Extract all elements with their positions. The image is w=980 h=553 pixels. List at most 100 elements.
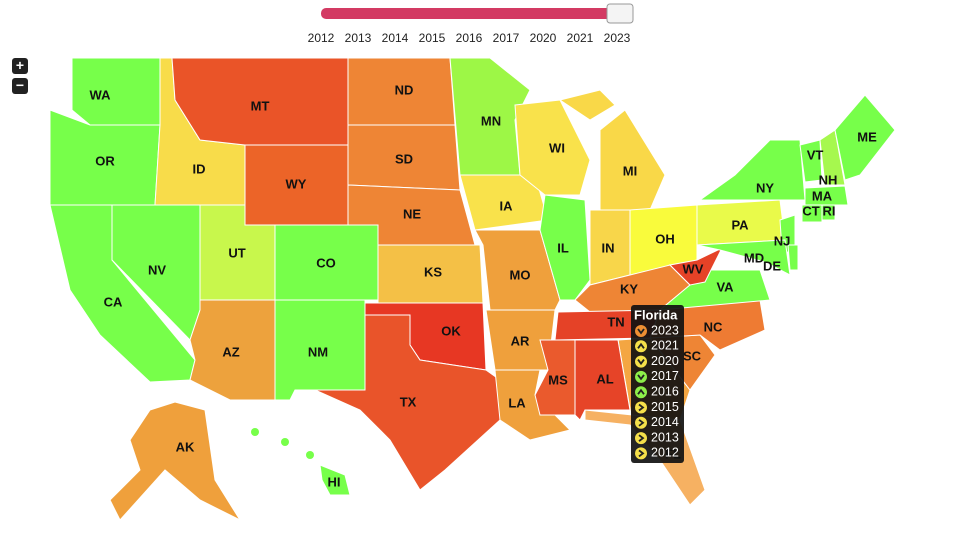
state-label: OK — [441, 323, 461, 338]
state-label: MT — [251, 98, 270, 113]
state-label: KY — [620, 281, 638, 296]
slider-year: 2017 — [493, 31, 520, 45]
state-label: IA — [500, 198, 514, 213]
trend-icon — [635, 370, 647, 383]
state — [251, 428, 259, 436]
slider-year: 2023 — [604, 31, 631, 45]
zoom-out[interactable]: − — [12, 78, 28, 94]
state[interactable] — [698, 139, 806, 201]
state[interactable] — [109, 401, 242, 522]
trend-icon — [635, 401, 647, 414]
state-label: ID — [193, 161, 206, 176]
tooltip-year: 2017 — [651, 369, 679, 383]
state-label: MN — [481, 113, 501, 128]
state-label: DE — [763, 258, 781, 273]
state-label: OR — [95, 153, 115, 168]
trend-chevron — [638, 403, 645, 412]
state-label: WY — [286, 176, 307, 191]
state-label: NY — [756, 180, 774, 195]
state-label: ND — [395, 82, 414, 97]
state-label: MA — [812, 188, 833, 203]
trend-icon — [635, 432, 647, 445]
state-label: WI — [549, 140, 565, 155]
slider-year: 2014 — [382, 31, 409, 45]
state-label: AZ — [222, 344, 239, 359]
tooltip-year: 2012 — [651, 446, 679, 460]
trend-chevron — [638, 419, 645, 427]
trend-chevron — [637, 374, 645, 381]
state-label: NC — [704, 319, 723, 334]
state-label: HI — [328, 474, 341, 489]
tooltip-year: 2015 — [651, 400, 679, 414]
state-label: MS — [548, 372, 568, 387]
state[interactable] — [696, 239, 791, 276]
state[interactable] — [799, 139, 823, 183]
trend-chevron — [637, 342, 645, 349]
state-label: IL — [557, 240, 569, 255]
slider-year: 2012 — [308, 31, 335, 45]
state-label: NM — [308, 344, 328, 359]
tooltip-year: 2014 — [651, 415, 679, 429]
state[interactable] — [787, 244, 799, 271]
state-label: LA — [508, 395, 526, 410]
state — [306, 451, 314, 459]
state-label: KS — [424, 264, 442, 279]
state[interactable] — [494, 369, 571, 441]
state-label: SD — [395, 151, 413, 166]
state[interactable] — [801, 204, 823, 223]
state-label: RI — [823, 203, 836, 218]
state-label: NJ — [774, 233, 791, 248]
slider-year: 2013 — [345, 31, 372, 45]
trend-icon — [635, 386, 647, 399]
slider-handle[interactable] — [606, 3, 634, 24]
state-label: MD — [744, 250, 764, 265]
state-label: UT — [228, 245, 245, 260]
state-label: PA — [731, 217, 749, 232]
state[interactable] — [274, 299, 366, 401]
state[interactable] — [821, 204, 836, 221]
slider-year: 2015 — [419, 31, 446, 45]
trend-chevron — [638, 449, 645, 458]
zoom-in[interactable]: + — [12, 58, 28, 74]
slider-year: 2016 — [456, 31, 483, 45]
tooltip-year: 2013 — [651, 430, 679, 444]
state-label: CO — [316, 255, 336, 270]
state-label: WV — [683, 261, 704, 276]
state — [281, 438, 289, 446]
trend-icon — [635, 325, 647, 337]
state[interactable] — [314, 314, 501, 491]
state[interactable] — [71, 57, 161, 126]
trend-icon — [635, 447, 647, 460]
state-label: MO — [510, 267, 531, 282]
state[interactable] — [834, 94, 896, 181]
state-label: AK — [176, 439, 195, 454]
state[interactable] — [819, 129, 846, 186]
tooltip-title: Florida — [634, 307, 678, 322]
state-label: VA — [716, 279, 734, 294]
tooltip-year: 2021 — [651, 339, 679, 353]
slider-year: 2020 — [530, 31, 557, 45]
state-label: IN — [602, 240, 615, 255]
slider-year: 2021 — [567, 31, 594, 45]
state-label: SC — [683, 348, 702, 363]
slider-track[interactable] — [321, 8, 633, 19]
state[interactable] — [804, 185, 849, 206]
state-label: CT — [802, 203, 819, 218]
state-label: NV — [148, 262, 166, 277]
state[interactable] — [319, 464, 351, 496]
state-label: AL — [596, 371, 613, 386]
tooltip-year: 2023 — [651, 323, 679, 337]
state-label: TX — [400, 394, 417, 409]
state-label: NE — [403, 206, 421, 221]
state[interactable] — [599, 109, 666, 211]
tooltip-year: 2020 — [651, 354, 679, 368]
trend-icon — [635, 355, 647, 368]
trend-icon — [635, 416, 647, 429]
state-label: MI — [623, 163, 637, 178]
state-label: NH — [819, 172, 838, 187]
state-label: ME — [857, 129, 877, 144]
state-label: WA — [90, 87, 112, 102]
trend-chevron — [638, 434, 645, 442]
